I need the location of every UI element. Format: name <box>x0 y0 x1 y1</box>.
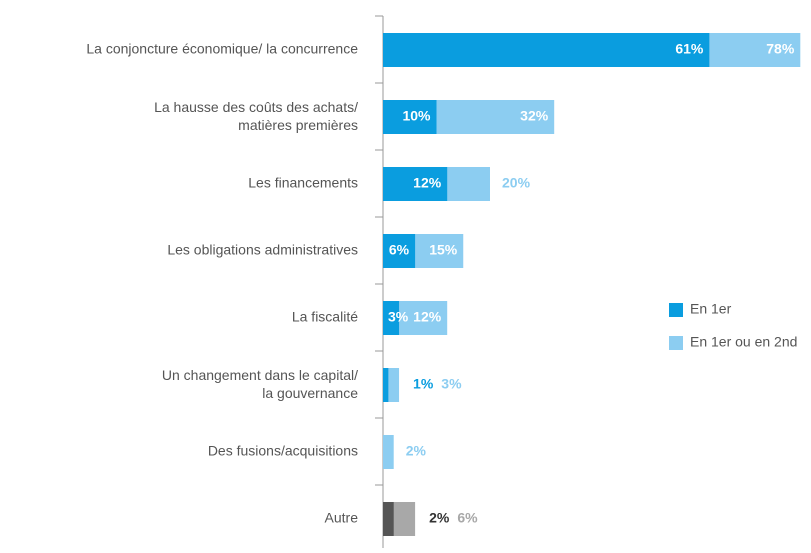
legend-label: En 1er ou en 2nd <box>690 334 797 350</box>
value-label: 32% <box>520 108 549 124</box>
bar <box>383 234 416 268</box>
category-label: Des fusions/acquisitions <box>208 443 358 459</box>
bar <box>383 301 400 335</box>
bar <box>383 167 448 201</box>
value-label: 6% <box>389 242 410 258</box>
value-label: 61% <box>675 41 704 57</box>
category-label: La hausse des coûts des achats/matières … <box>154 99 358 133</box>
bar <box>383 368 389 402</box>
value-label: 6% <box>457 510 478 526</box>
category-label: Un changement dans le capital/la gouvern… <box>162 367 358 401</box>
bar <box>383 502 394 536</box>
value-label: 3% <box>441 376 462 392</box>
value-label: 12% <box>413 309 442 325</box>
value-label: 10% <box>402 108 431 124</box>
category-label: Les financements <box>248 175 358 191</box>
value-label: 78% <box>766 41 795 57</box>
legend-label: En 1er <box>690 301 732 317</box>
legend-swatch <box>669 336 683 350</box>
legend-swatch <box>669 303 683 317</box>
bar <box>383 435 394 469</box>
value-label: 2% <box>406 443 427 459</box>
value-label: 12% <box>413 175 442 191</box>
value-label: 2% <box>429 510 450 526</box>
category-label: La fiscalité <box>292 309 358 325</box>
bar <box>383 100 437 134</box>
value-label: 3% <box>388 309 409 325</box>
bar <box>383 33 710 67</box>
value-label: 20% <box>502 175 531 191</box>
category-label: La conjoncture économique/ la concurrenc… <box>86 41 358 57</box>
category-label: Les obligations administratives <box>167 242 358 258</box>
value-label: 15% <box>429 242 458 258</box>
value-label: 1% <box>413 376 434 392</box>
category-label: Autre <box>325 510 359 526</box>
